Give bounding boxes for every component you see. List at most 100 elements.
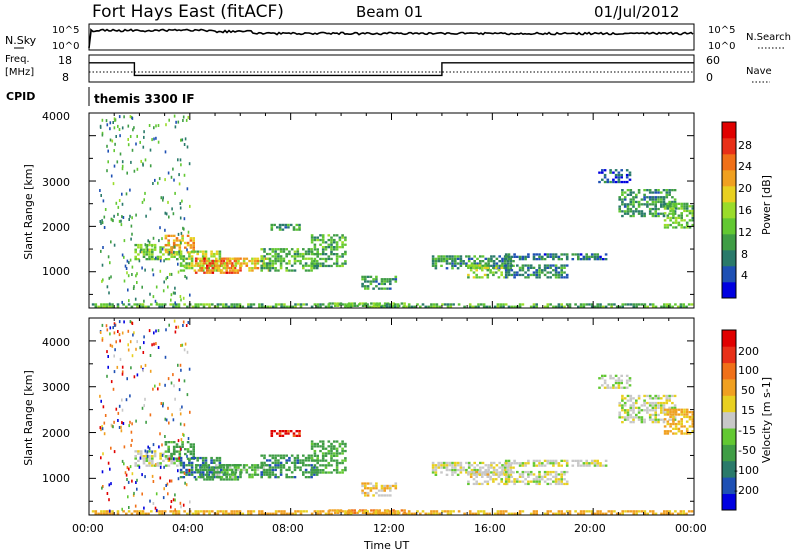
- power-cell: [307, 264, 311, 267]
- power-cell: [506, 260, 510, 263]
- power-cell: [310, 267, 313, 270]
- velocity-cell: [654, 401, 657, 405]
- velocity-cell: [394, 512, 397, 515]
- power-cell: [200, 269, 203, 272]
- power-cell: [662, 200, 666, 204]
- velocity-cell: [475, 473, 478, 476]
- power-cell: [324, 264, 328, 268]
- velocity-cell: [172, 450, 176, 453]
- power-cell: [637, 212, 641, 215]
- velocity-cell: [170, 455, 173, 458]
- power-cell: [680, 207, 683, 210]
- power-cell: [111, 139, 114, 143]
- velocity-cell: [506, 466, 510, 469]
- velocity-cell: [99, 394, 101, 398]
- velocity-cell: [607, 510, 611, 513]
- power-cell: [427, 305, 430, 308]
- velocity-cell: [313, 445, 317, 448]
- power-cell: [321, 238, 325, 242]
- power-cell: [299, 262, 302, 265]
- velocity-cell: [203, 464, 206, 467]
- velocity-cell: [565, 510, 569, 513]
- power-cell: [179, 255, 183, 258]
- power-cell: [601, 178, 604, 181]
- power-cell: [225, 271, 228, 274]
- velocity-cell: [666, 408, 670, 411]
- velocity-cell: [260, 466, 263, 469]
- velocity-cell: [445, 466, 449, 469]
- power-cell: [182, 258, 185, 262]
- velocity-cell: [648, 416, 652, 419]
- freq-panel: Freq. [MHz] 18 8 60 0 Nave: [5, 54, 772, 84]
- velocity-cell: [108, 498, 110, 502]
- velocity-cell: [609, 386, 612, 389]
- power-cell: [131, 148, 134, 152]
- velocity-cell: [557, 464, 561, 467]
- velocity-cell: [128, 467, 130, 471]
- power-cell: [186, 248, 188, 252]
- velocity-cell: [446, 512, 450, 515]
- power-cell: [346, 303, 350, 306]
- power-cell: [437, 260, 440, 263]
- velocity-cell: [174, 397, 176, 401]
- velocity-cell: [179, 422, 182, 426]
- power-cell: [183, 265, 186, 269]
- power-cell: [510, 305, 514, 308]
- power-cell: [123, 255, 125, 259]
- velocity-cell: [407, 510, 411, 513]
- velocity-cell: [179, 501, 182, 505]
- velocity-cell: [434, 468, 438, 472]
- power-cell: [330, 305, 333, 308]
- velocity-cell: [104, 414, 107, 417]
- velocity-cell: [236, 478, 240, 481]
- power-cell: [474, 305, 477, 308]
- power-cell: [469, 264, 473, 267]
- power-cell: [632, 205, 635, 208]
- power-cell: [178, 239, 182, 242]
- velocity-cell: [270, 430, 274, 433]
- velocity-cell: [543, 512, 547, 515]
- velocity-cell: [487, 466, 490, 469]
- power-cell: [446, 305, 450, 308]
- power-cell: [185, 257, 188, 260]
- velocity-cell: [130, 366, 132, 370]
- velocity-cell: [282, 456, 286, 460]
- power-cell: [226, 264, 229, 267]
- velocity-cell: [131, 322, 134, 325]
- velocity-cell: [629, 404, 633, 407]
- velocity-cell: [674, 408, 678, 411]
- velocity-cell: [518, 475, 522, 478]
- velocity-cell: [621, 416, 624, 419]
- power-cell: [456, 267, 460, 270]
- velocity-cell: [136, 478, 138, 482]
- velocity-cell: [228, 478, 231, 481]
- velocity-cell: [109, 467, 111, 471]
- power-cell: [346, 305, 350, 308]
- power-cell: [651, 198, 655, 201]
- velocity-cell: [621, 421, 624, 424]
- power-cell: [295, 223, 299, 227]
- power-cell: [188, 255, 191, 258]
- velocity-cell: [610, 510, 613, 513]
- velocity-cell: [635, 406, 638, 409]
- power-cell: [310, 234, 314, 237]
- power-cell: [688, 212, 692, 215]
- velocity-cell: [152, 480, 155, 483]
- velocity-cell: [202, 510, 206, 513]
- power-cell: [563, 264, 566, 267]
- power-cell: [285, 252, 288, 256]
- power-cell: [510, 264, 514, 267]
- power-cell: [102, 246, 104, 249]
- power-cell: [271, 267, 275, 270]
- velocity-cell: [635, 512, 638, 515]
- velocity-cell: [133, 491, 135, 495]
- power-cell: [211, 262, 215, 265]
- velocity-cell: [179, 412, 182, 416]
- power-cell: [691, 214, 695, 217]
- power-cell: [153, 243, 157, 247]
- velocity-cell: [620, 381, 623, 385]
- power-cell: [487, 260, 490, 263]
- power-cell: [148, 251, 151, 254]
- power-cell: [673, 210, 677, 213]
- power-cell: [151, 258, 154, 261]
